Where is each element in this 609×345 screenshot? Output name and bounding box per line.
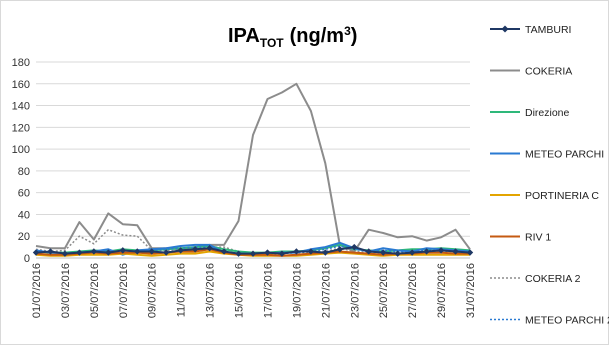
data-point xyxy=(351,243,358,251)
legend-label: METEO PARCHI 2 xyxy=(525,315,609,327)
legend-item: TAMBURI xyxy=(490,24,571,36)
legend-item: PORTINERIA C xyxy=(490,190,599,202)
legend-item: Direzione xyxy=(490,107,570,119)
data-point xyxy=(394,250,401,257)
data-point xyxy=(307,248,315,255)
y-tick-label: 100 xyxy=(12,144,30,156)
x-tick-label: 29/07/2016 xyxy=(436,263,448,318)
data-point xyxy=(220,248,228,255)
x-tick-label: 17/07/2016 xyxy=(262,263,274,318)
data-point xyxy=(365,248,372,255)
x-tick-label: 25/07/2016 xyxy=(378,263,390,318)
y-tick-label: 60 xyxy=(18,188,30,200)
series-line-cokeria xyxy=(35,82,471,253)
y-tick-label: 160 xyxy=(12,79,30,91)
x-tick-label: 23/07/2016 xyxy=(349,263,361,318)
data-point xyxy=(278,250,286,257)
data-point xyxy=(293,248,300,255)
x-tick-label: 31/07/2016 xyxy=(465,263,477,318)
y-tick-label: 20 xyxy=(18,231,30,243)
chart-title-unit-sup: 3 xyxy=(344,24,351,38)
legend-label: METEO PARCHI xyxy=(525,149,604,161)
legend-label: Direzione xyxy=(525,107,570,119)
data-point xyxy=(90,248,98,255)
data-point xyxy=(452,248,459,255)
data-point xyxy=(264,249,271,256)
legend-marker xyxy=(501,25,509,33)
x-axis: 01/07/2016 03/07/2016 05/07/2016 07/07/2016… xyxy=(31,257,477,318)
y-tick-label: 140 xyxy=(12,101,30,113)
legend-item: COKERIA 2 xyxy=(490,273,581,285)
legend-item: METEO PARCHI 2 xyxy=(490,315,609,327)
y-axis: 0 20 40 60 80 100 120 140 160 180 xyxy=(12,57,30,265)
legend-item: METEO PARCHI xyxy=(490,149,604,161)
data-point xyxy=(105,249,112,256)
data-point xyxy=(191,246,199,253)
x-tick-label: 05/07/2016 xyxy=(89,263,101,318)
data-point xyxy=(206,245,213,252)
data-point xyxy=(336,246,343,253)
chart-title-unit-close: ) xyxy=(351,25,358,47)
data-point xyxy=(163,249,170,256)
data-point xyxy=(61,250,69,257)
y-tick-label: 80 xyxy=(18,166,30,178)
x-tick-label: 11/07/2016 xyxy=(176,263,188,317)
legend-item: RIV 1 xyxy=(490,232,551,244)
legend-label: PORTINERIA C xyxy=(525,190,599,202)
chart-title-unit: (ng/m xyxy=(290,25,344,47)
chart-title: IPATOT (ng/m3) xyxy=(228,24,357,50)
chart-title-main: IPA xyxy=(228,25,260,47)
data-point xyxy=(380,249,387,256)
x-tick-label: 09/07/2016 xyxy=(147,263,159,318)
data-point xyxy=(119,247,126,254)
x-tick-label: 01/07/2016 xyxy=(31,263,43,318)
legend-label: COKERIA xyxy=(525,66,572,78)
data-point xyxy=(437,247,445,254)
y-tick-label: 180 xyxy=(12,57,30,69)
chart-title-subscript: TOT xyxy=(260,36,284,50)
data-point xyxy=(47,248,54,255)
y-tick-label: 120 xyxy=(12,122,30,134)
x-tick-label: 07/07/2016 xyxy=(118,263,130,318)
x-tick-label: 19/07/2016 xyxy=(291,263,303,318)
data-point xyxy=(235,250,242,257)
data-point xyxy=(249,250,257,257)
legend: TAMBURI COKERIA Direzione METEO PARCHI PORTI… xyxy=(490,24,609,327)
data-point xyxy=(32,249,40,256)
x-tick-label: 03/07/2016 xyxy=(60,263,72,318)
data-point xyxy=(408,249,416,256)
x-tick-label: 21/07/2016 xyxy=(320,263,332,318)
legend-label: TAMBURI xyxy=(525,24,571,36)
data-point xyxy=(466,249,474,256)
x-tick-label: 13/07/2016 xyxy=(205,263,217,318)
data-point xyxy=(134,248,141,255)
data-point xyxy=(148,248,155,255)
x-tick-label: 27/07/2016 xyxy=(407,263,419,318)
y-tick-label: 0 xyxy=(24,253,30,265)
data-point xyxy=(322,249,329,256)
data-point xyxy=(177,247,184,254)
data-point xyxy=(423,248,430,255)
legend-label: RIV 1 xyxy=(525,232,551,244)
y-tick-label: 40 xyxy=(18,209,30,221)
legend-item: COKERIA xyxy=(490,66,572,78)
series-group xyxy=(32,82,474,257)
legend-label: COKERIA 2 xyxy=(525,273,581,285)
x-tick-label: 15/07/2016 xyxy=(234,263,246,318)
data-point xyxy=(76,249,83,256)
gridlines xyxy=(36,61,470,259)
